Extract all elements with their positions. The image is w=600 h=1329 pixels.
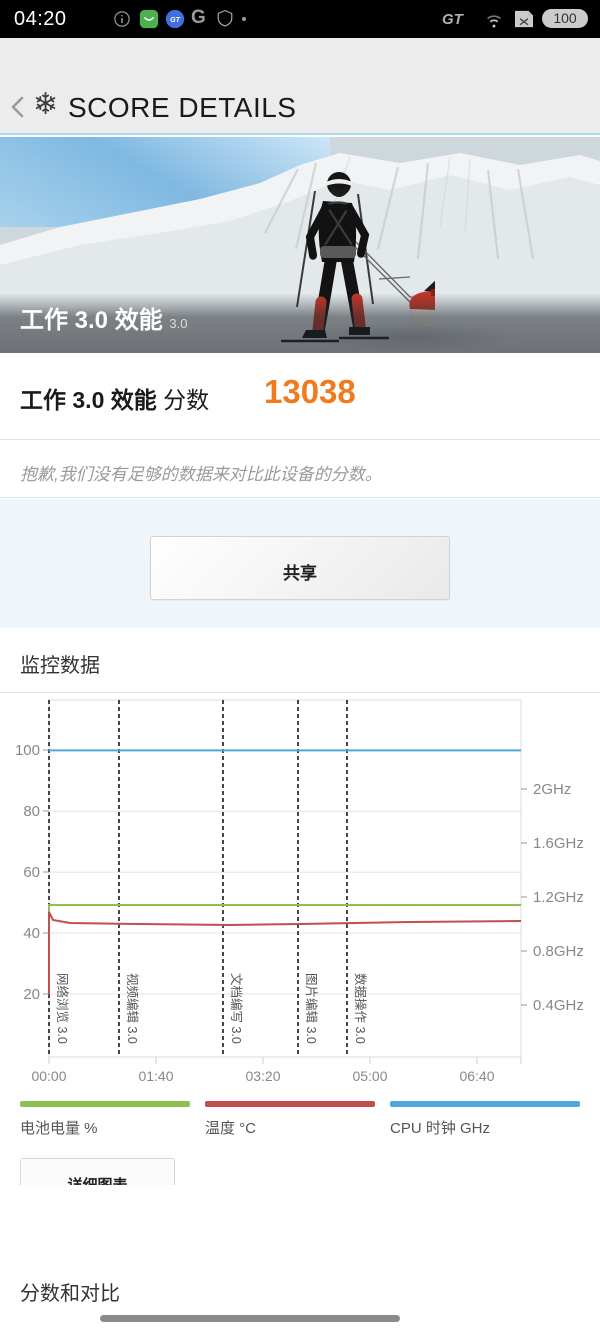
svg-text:文档编写 3.0: 文档编写 3.0 [229, 973, 244, 1044]
svg-text:01:40: 01:40 [138, 1068, 173, 1084]
svg-text:05:00: 05:00 [352, 1068, 387, 1084]
svg-text:1.6GHz: 1.6GHz [533, 835, 584, 852]
svg-text:0.4GHz: 0.4GHz [533, 997, 584, 1014]
svg-text:80: 80 [23, 803, 40, 820]
svg-text:数据操作 3.0: 数据操作 3.0 [353, 973, 368, 1044]
svg-text:60: 60 [23, 864, 40, 881]
svg-text:网络浏览 3.0: 网络浏览 3.0 [55, 973, 70, 1044]
svg-text:06:40: 06:40 [459, 1068, 494, 1084]
svg-text:2GHz: 2GHz [533, 781, 571, 798]
svg-text:100: 100 [15, 742, 40, 759]
svg-text:视频编辑 3.0: 视频编辑 3.0 [125, 973, 140, 1044]
svg-text:03:20: 03:20 [245, 1068, 280, 1084]
svg-text:40: 40 [23, 925, 40, 942]
svg-text:GT: GT [170, 16, 181, 24]
svg-text:图片编辑 3.0: 图片编辑 3.0 [304, 973, 319, 1044]
svg-text:20: 20 [23, 986, 40, 1003]
svg-text:1.2GHz: 1.2GHz [533, 889, 584, 906]
svg-text:00:00: 00:00 [31, 1068, 66, 1084]
svg-text:0.8GHz: 0.8GHz [533, 943, 584, 960]
